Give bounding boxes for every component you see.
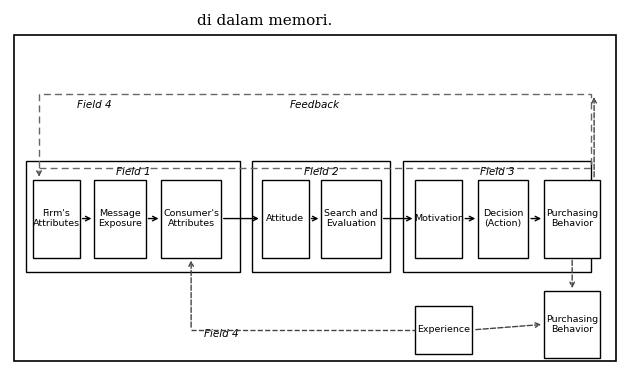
Bar xyxy=(261,180,309,258)
Bar xyxy=(321,180,381,258)
Text: Decision
(Action): Decision (Action) xyxy=(483,209,524,228)
Bar xyxy=(544,180,600,258)
Bar xyxy=(252,161,390,272)
Text: Field 4: Field 4 xyxy=(203,329,238,338)
Text: Message
Exposure: Message Exposure xyxy=(98,209,142,228)
Bar xyxy=(33,180,80,258)
Text: Motivation: Motivation xyxy=(414,214,464,223)
Text: Feedback: Feedback xyxy=(290,100,340,110)
Bar xyxy=(26,161,240,272)
Text: Search and
Evaluation: Search and Evaluation xyxy=(324,209,378,228)
Text: Field 2: Field 2 xyxy=(304,166,338,177)
Bar xyxy=(161,180,221,258)
Bar xyxy=(39,94,591,168)
Bar xyxy=(415,180,462,258)
Bar xyxy=(94,180,146,258)
Bar xyxy=(415,306,472,354)
Text: Field 4: Field 4 xyxy=(77,100,112,110)
Text: Consumer's
Attributes: Consumer's Attributes xyxy=(163,209,219,228)
Text: Field 3: Field 3 xyxy=(479,166,514,177)
Text: Field 1: Field 1 xyxy=(116,166,151,177)
Bar xyxy=(403,161,591,272)
Text: Purchasing
Behavior: Purchasing Behavior xyxy=(546,315,598,334)
Bar xyxy=(14,35,616,362)
Bar xyxy=(478,180,529,258)
Text: Attitude: Attitude xyxy=(266,214,304,223)
Text: Experience: Experience xyxy=(417,325,470,334)
Bar xyxy=(544,291,600,358)
Text: di dalam memori.: di dalam memori. xyxy=(197,14,333,28)
Text: Purchasing
Behavior: Purchasing Behavior xyxy=(546,209,598,228)
Text: Firm's
Attributes: Firm's Attributes xyxy=(33,209,80,228)
